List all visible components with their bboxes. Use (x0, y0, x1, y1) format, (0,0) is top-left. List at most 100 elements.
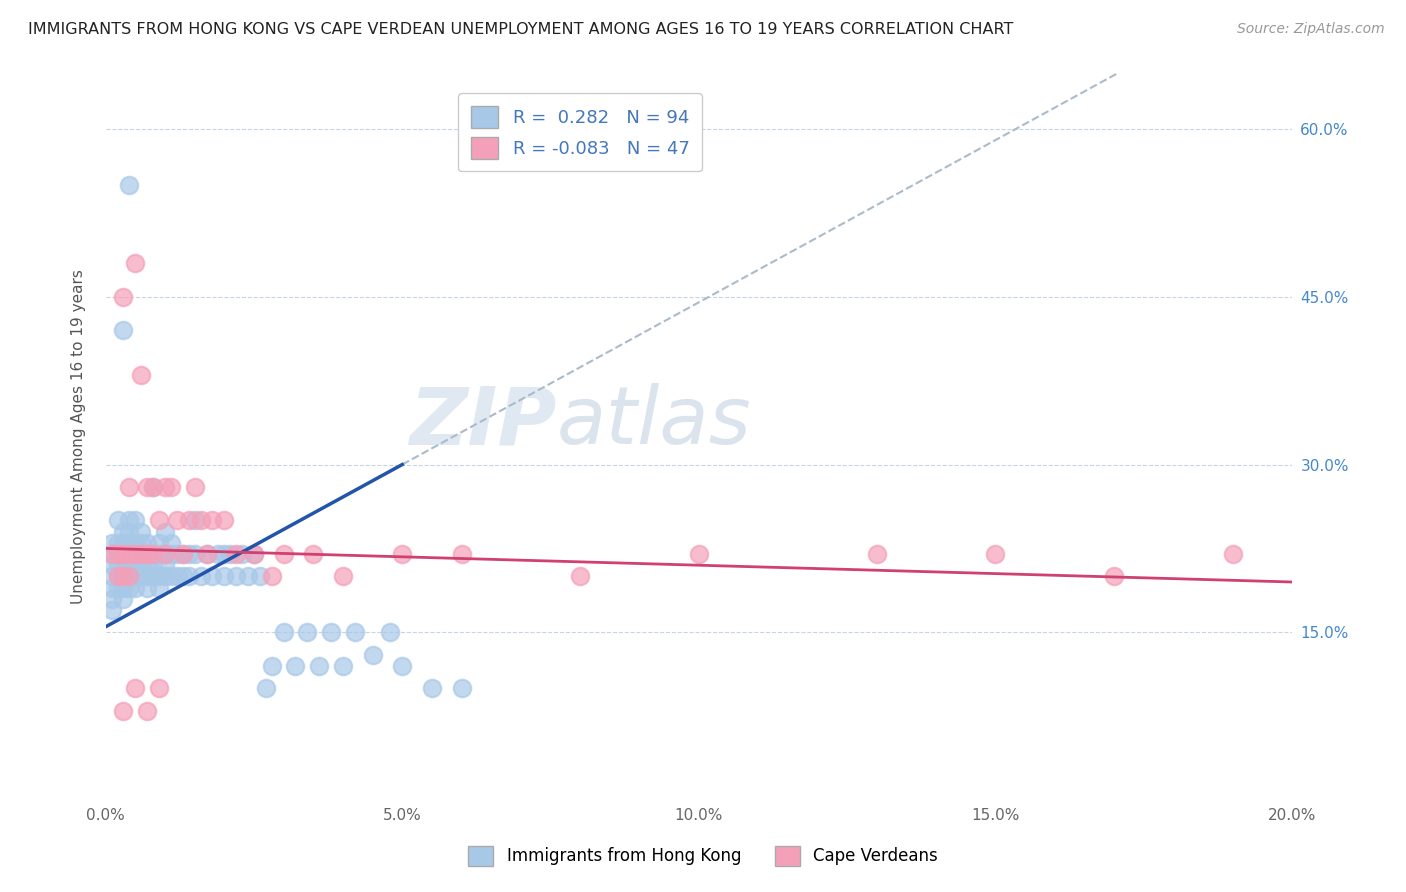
Point (249, 569, 271, 583)
Point (214, 513, 236, 527)
Point (107, 513, 129, 527)
Point (225, 547, 247, 561)
Point (118, 569, 141, 583)
Point (100, 547, 122, 561)
Legend: Immigrants from Hong Kong, Cape Verdeans: Immigrants from Hong Kong, Cape Verdeans (456, 832, 950, 880)
Point (160, 480, 183, 494)
Point (129, 536, 152, 550)
Point (177, 547, 200, 561)
Point (319, 625, 342, 640)
Point (166, 569, 188, 583)
Point (153, 547, 176, 561)
Point (153, 569, 176, 583)
Point (201, 569, 224, 583)
Point (1222, 547, 1244, 561)
Point (148, 513, 170, 527)
Point (124, 547, 146, 561)
Point (112, 290, 135, 304)
Point (148, 581, 170, 595)
Text: Source: ZipAtlas.com: Source: ZipAtlas.com (1237, 22, 1385, 37)
Point (112, 704, 135, 718)
Point (129, 558, 152, 573)
Point (332, 659, 354, 673)
Point (153, 558, 176, 573)
Text: atlas: atlas (557, 383, 751, 461)
Point (177, 513, 200, 527)
Point (172, 547, 194, 561)
Point (148, 547, 170, 561)
Point (1102, 569, 1125, 583)
Point (183, 513, 205, 527)
Point (136, 480, 159, 494)
Point (231, 547, 253, 561)
Point (100, 558, 122, 573)
Point (124, 256, 146, 270)
Point (142, 558, 165, 573)
Point (112, 569, 135, 583)
Point (129, 547, 152, 561)
Point (118, 480, 141, 494)
Point (190, 513, 212, 527)
Point (136, 704, 159, 718)
Point (118, 178, 141, 192)
Point (214, 569, 236, 583)
Point (100, 603, 122, 617)
Point (332, 569, 354, 583)
Point (190, 569, 212, 583)
Point (100, 569, 122, 583)
Point (118, 547, 141, 561)
Point (153, 547, 176, 561)
Point (107, 547, 129, 561)
Point (243, 547, 266, 561)
Point (124, 536, 146, 550)
Point (136, 547, 159, 561)
Point (118, 569, 141, 583)
Point (391, 547, 413, 561)
Point (225, 569, 247, 583)
Point (136, 569, 159, 583)
Point (142, 547, 165, 561)
Point (166, 547, 188, 561)
Point (118, 524, 141, 539)
Point (172, 547, 194, 561)
Y-axis label: Unemployment Among Ages 16 to 19 years: Unemployment Among Ages 16 to 19 years (72, 269, 86, 604)
Text: IMMIGRANTS FROM HONG KONG VS CAPE VERDEAN UNEMPLOYMENT AMONG AGES 16 TO 19 YEARS: IMMIGRANTS FROM HONG KONG VS CAPE VERDEA… (28, 22, 1014, 37)
Point (107, 569, 129, 583)
Point (148, 569, 170, 583)
Point (107, 536, 129, 550)
Point (207, 547, 229, 561)
Point (124, 681, 146, 696)
Point (260, 569, 283, 583)
Point (129, 524, 152, 539)
Point (195, 547, 218, 561)
Point (148, 536, 170, 550)
Point (136, 558, 159, 573)
Point (391, 659, 413, 673)
Point (160, 569, 183, 583)
Point (380, 625, 402, 640)
Point (129, 368, 152, 382)
Point (569, 569, 592, 583)
Point (136, 547, 159, 561)
Point (112, 323, 135, 337)
Point (183, 547, 205, 561)
Point (107, 569, 129, 583)
Legend: R =  0.282   N = 94, R = -0.083   N = 47: R = 0.282 N = 94, R = -0.083 N = 47 (458, 93, 702, 171)
Point (302, 547, 325, 561)
Point (420, 681, 443, 696)
Point (172, 569, 194, 583)
Point (142, 480, 165, 494)
Point (219, 547, 242, 561)
Point (118, 558, 141, 573)
Point (100, 536, 122, 550)
Point (177, 569, 200, 583)
Point (273, 625, 295, 640)
Point (112, 524, 135, 539)
Point (124, 513, 146, 527)
Point (124, 558, 146, 573)
Point (201, 513, 224, 527)
Point (195, 547, 218, 561)
Point (866, 547, 889, 561)
Point (160, 536, 183, 550)
Point (236, 569, 259, 583)
